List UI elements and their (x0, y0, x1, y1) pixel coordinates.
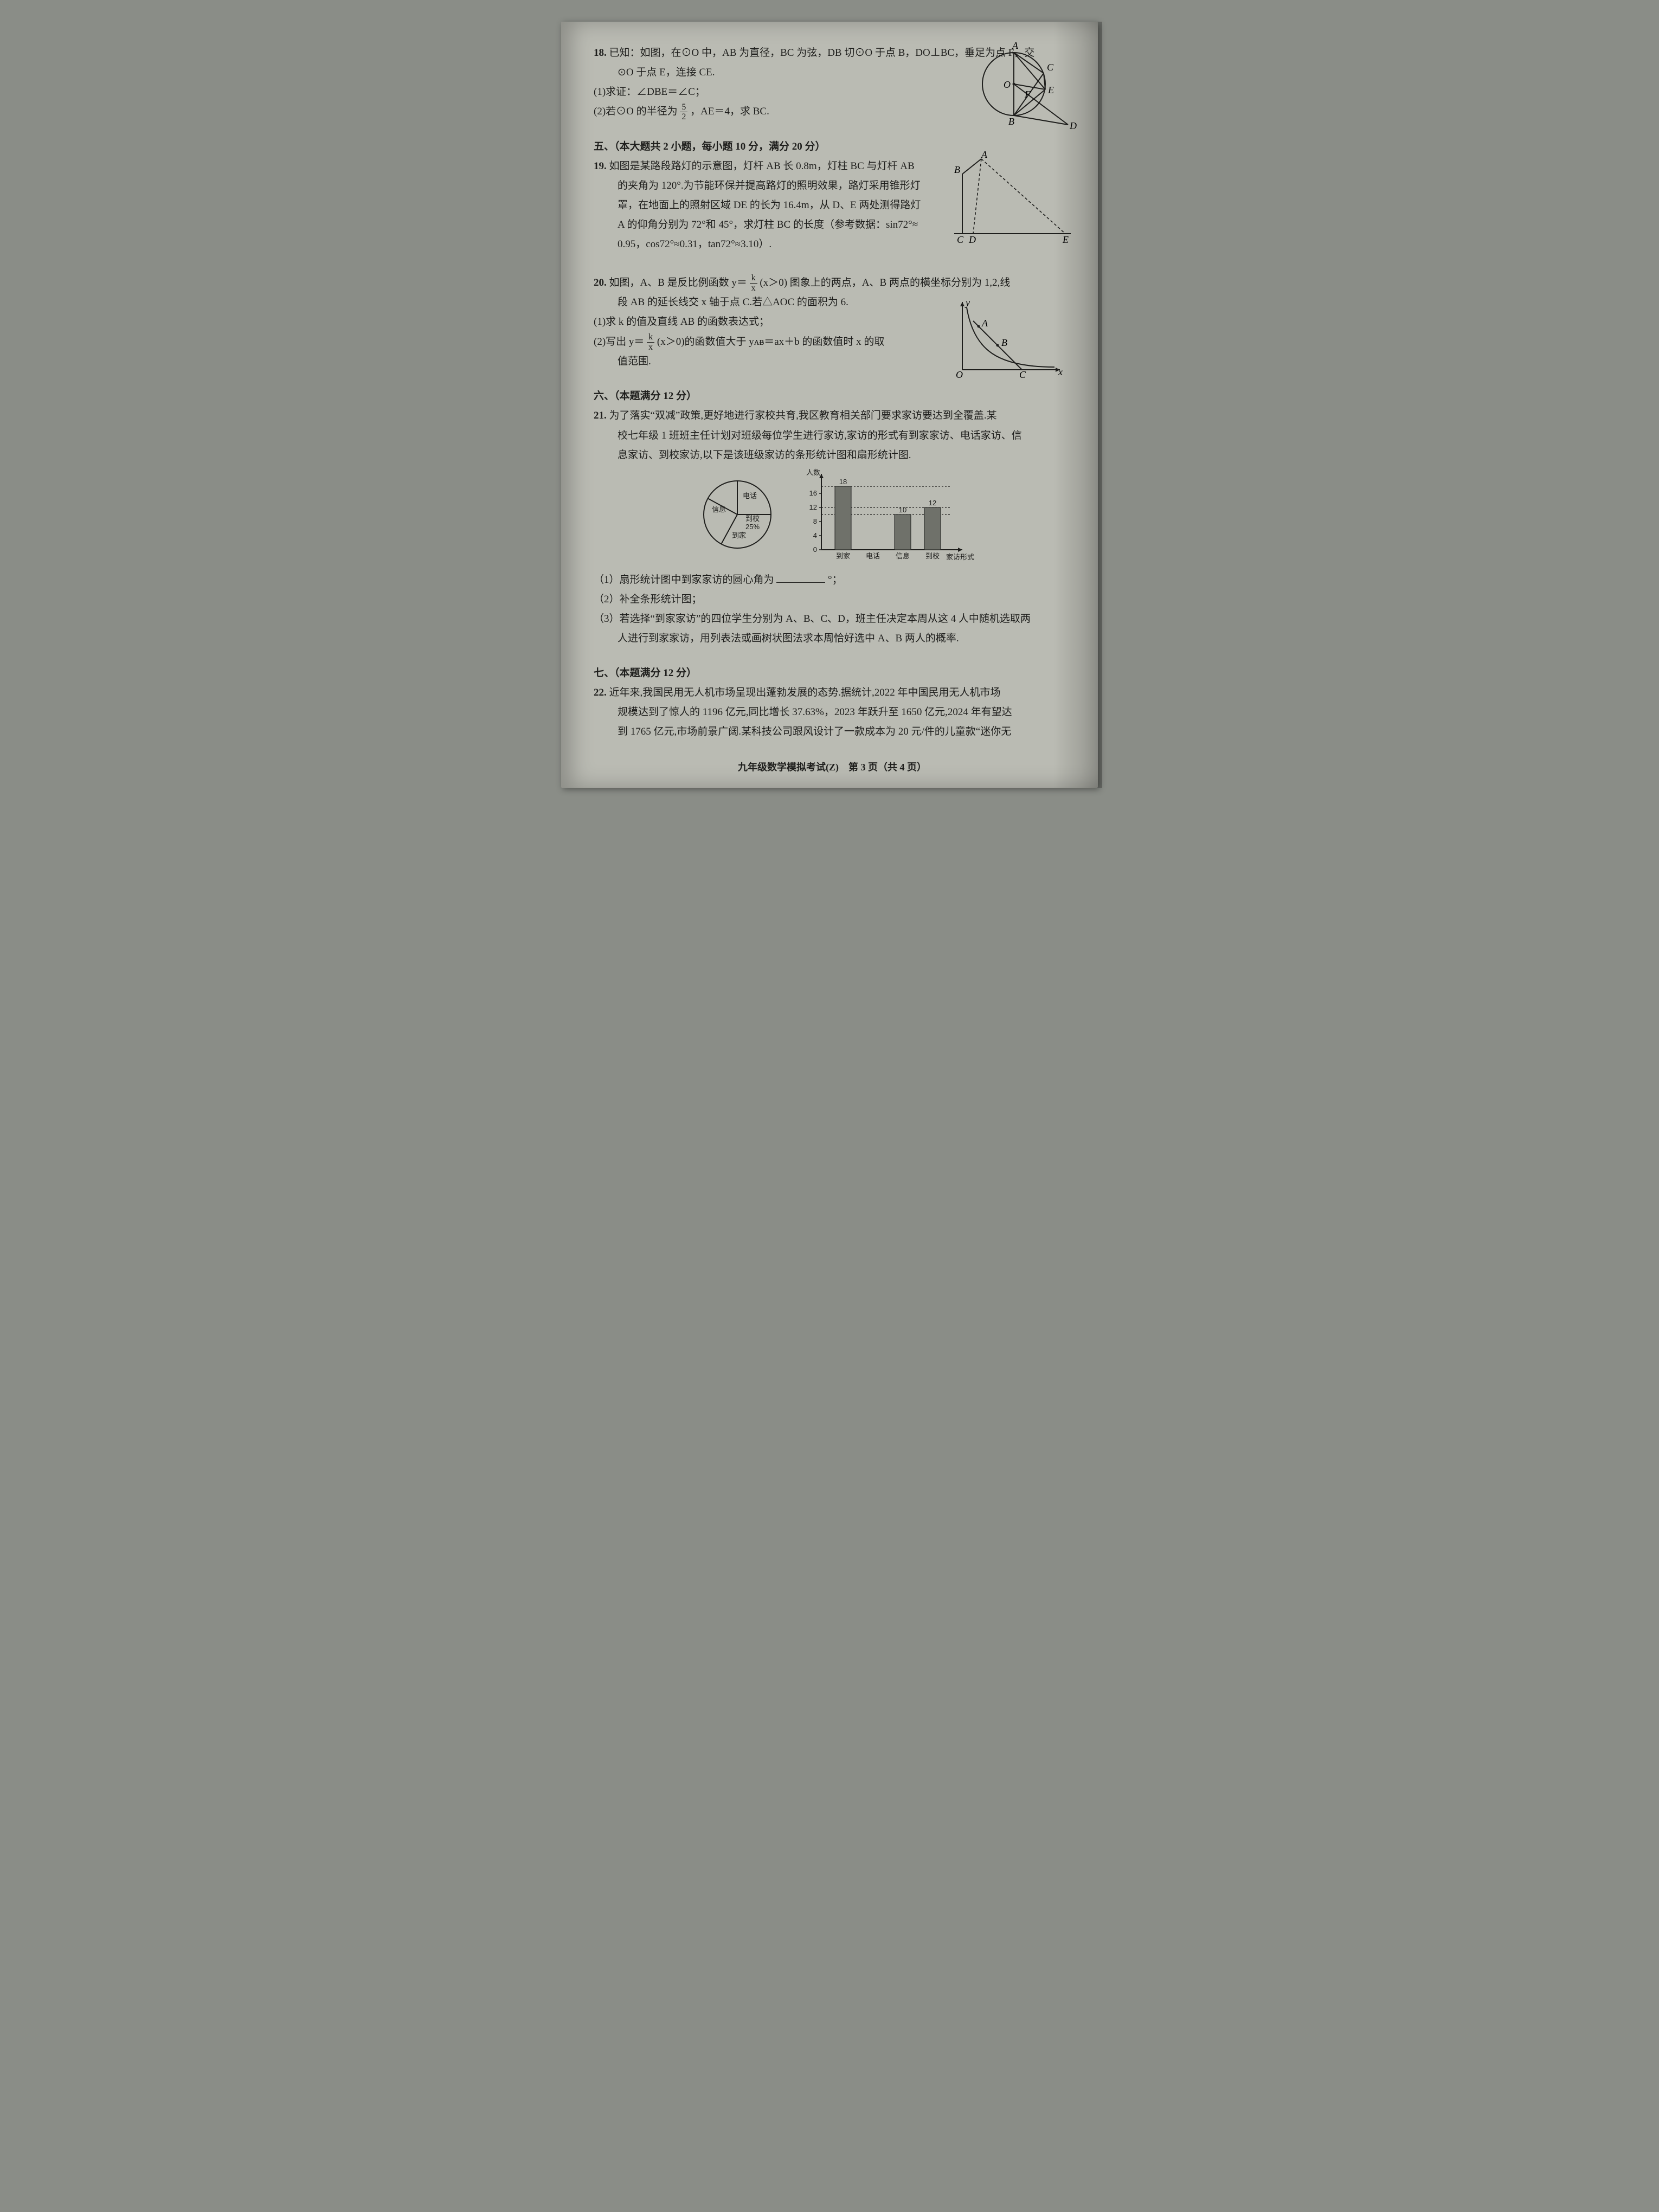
label-C: C (1019, 369, 1026, 380)
frac-den: 2 (680, 112, 687, 122)
exam-page: 18. 已知：如图，在⊙O 中，AB 为直径，BC 为弦，DB 切⊙O 于点 B… (561, 22, 1098, 788)
pie-slice-school: 到校 (745, 515, 760, 523)
blank-field[interactable] (776, 571, 825, 583)
page-footer: 九年级数学模拟考试(Z) 第 3 页（共 4 页） (594, 758, 1071, 776)
label-F: F (1024, 89, 1031, 100)
svg-text:12: 12 (929, 499, 936, 507)
q20-p2b: (x＞0)的函数值大于 yᴀᴃ＝ax＋b 的函数值时 x 的取 (657, 336, 884, 348)
q18-p2-b: ，AE＝4，求 BC. (690, 106, 769, 117)
frac-den: x (750, 284, 757, 293)
q21-charts: 电话 信息 到家 到校 25% 人数 家访形式 048121618到家电话10信… (594, 468, 1071, 566)
frac-num: k (750, 273, 757, 284)
q20-number: 20. (594, 277, 607, 288)
frac-num: 5 (680, 102, 687, 113)
q21-l3: 息家访、到校家访,以下是该班级家访的条形统计图和扇形统计图. (594, 446, 1071, 465)
label-A: A (981, 318, 988, 329)
lamp-diagram-icon: A B C D E (951, 152, 1076, 247)
pie-slice-phone: 电话 (743, 492, 757, 500)
bar-ylabel: 人数 (806, 468, 820, 477)
svg-text:10: 10 (899, 506, 906, 514)
q22-number: 22. (594, 687, 607, 698)
q19-figure: A B C D E (951, 152, 1076, 254)
label-A: A (981, 149, 988, 160)
pie-slice-home: 到家 (732, 531, 746, 539)
question-21: 21. 为了落实“双减”政策,更好地进行家校共育,我区教育相关部门要求家访要达到… (594, 406, 1071, 648)
label-B: B (954, 164, 960, 175)
label-E: E (1062, 234, 1069, 245)
bar-chart-icon: 人数 家访形式 0 4 8 12 16 18 到家 电话 10 信息 12 到校 (800, 468, 973, 566)
svg-text:到校: 到校 (925, 552, 940, 560)
label-O: O (1004, 79, 1011, 90)
pie-slice-school-pct: 25% (745, 523, 760, 531)
q21-p1b: °； (828, 574, 843, 586)
section-7-header: 七、（本题满分 12 分） (594, 664, 1071, 683)
pie-chart-icon: 电话 信息 到家 到校 25% (691, 468, 783, 555)
hyperbola-diagram-icon: A B C O x y (951, 299, 1065, 381)
label-E: E (1047, 85, 1054, 95)
svg-text:0: 0 (813, 545, 817, 554)
label-D: D (1069, 120, 1077, 131)
q21-p2: （2）补全条形统计图； (594, 590, 1071, 609)
q21-l1: 为了落实“双减”政策,更好地进行家校共育,我区教育相关部门要求家访要达到全覆盖.… (609, 410, 997, 421)
label-D: D (968, 234, 976, 245)
question-18: 18. 已知：如图，在⊙O 中，AB 为直径，BC 为弦，DB 切⊙O 于点 B… (594, 43, 1071, 122)
q22-l3: 到 1765 亿元,市场前景广阔.某科技公司跟风设计了一款成本为 20 元/件的… (594, 722, 1071, 742)
q21-p1a: （1）扇形统计图中到家家访的圆心角为 (594, 574, 774, 586)
q20-p2a: (2)写出 y＝ (594, 336, 644, 348)
q21-number: 21. (594, 410, 607, 421)
fraction-k-over-x: k x (750, 273, 757, 293)
q22-l2: 规模达到了惊人的 1196 亿元,同比增长 37.63%，2023 年跃升至 1… (594, 703, 1071, 722)
label-x: x (1058, 366, 1063, 377)
frac-den: x (647, 343, 654, 352)
q21-p1: （1）扇形统计图中到家家访的圆心角为 °； (594, 570, 1071, 590)
q18-figure: A B C D E F O (968, 38, 1076, 143)
fraction-5-over-2: 5 2 (680, 102, 687, 122)
svg-text:16: 16 (809, 489, 817, 497)
q20-l1b: (x＞0) 图象上的两点，A、B 两点的横坐标分别为 1,2,线 (760, 277, 1010, 288)
pie-slice-info: 信息 (712, 505, 726, 513)
q21-l2: 校七年级 1 班班主任计划对班级每位学生进行家访,家访的形式有到家家访、电话家访… (594, 426, 1071, 446)
question-19: 19. 如图是某路段路灯的示意图，灯杆 AB 长 0.8m，灯柱 BC 与灯杆 … (594, 157, 1071, 254)
svg-text:电话: 电话 (866, 552, 880, 560)
circle-diagram-icon: A B C D E F O (968, 38, 1076, 136)
svg-text:18: 18 (839, 478, 847, 486)
q22-line1: 22. 近年来,我国民用无人机市场呈现出蓬勃发展的态势.据统计,2022 年中国… (594, 683, 1071, 703)
section-6-header: 六、（本题满分 12 分） (594, 387, 1071, 406)
svg-text:到家: 到家 (836, 552, 850, 560)
q21-p3b: 人进行到家家访，用列表法或画树状图法求本周恰好选中 A、B 两人的概率. (594, 629, 1071, 648)
question-22: 22. 近年来,我国民用无人机市场呈现出蓬勃发展的态势.据统计,2022 年中国… (594, 683, 1071, 742)
bar-xlabel: 家访形式 (946, 553, 974, 561)
q20-line1: 20. 如图，A、B 是反比例函数 y＝ k x (x＞0) 图象上的两点，A、… (594, 273, 1071, 293)
svg-text:4: 4 (813, 531, 817, 539)
q20-l1a: 如图，A、B 是反比例函数 y＝ (609, 277, 747, 288)
svg-text:信息: 信息 (896, 552, 910, 560)
svg-text:12: 12 (809, 503, 817, 511)
q19-l1: 如图是某路段路灯的示意图，灯杆 AB 长 0.8m，灯柱 BC 与灯杆 AB (609, 160, 915, 172)
q18-number: 18. (594, 47, 607, 59)
fraction-k-over-x-2: k x (647, 332, 654, 352)
label-C: C (1047, 62, 1054, 73)
label-O: O (956, 369, 963, 380)
frac-num: k (647, 332, 654, 343)
q19-number: 19. (594, 160, 607, 172)
q18-p2-a: (2)若⊙O 的半径为 (594, 106, 678, 117)
q22-l1: 近年来,我国民用无人机市场呈现出蓬勃发展的态势.据统计,2022 年中国民用无人… (609, 687, 1001, 698)
q20-figure: A B C O x y (951, 299, 1065, 388)
label-B: B (1001, 337, 1007, 348)
label-B: B (1008, 116, 1014, 127)
svg-text:8: 8 (813, 517, 817, 525)
question-20: 20. 如图，A、B 是反比例函数 y＝ k x (x＞0) 图象上的两点，A、… (594, 273, 1071, 372)
q21-p3a: （3）若选择“到家家访”的四位学生分别为 A、B、C、D，班主任决定本周从这 4… (594, 609, 1071, 629)
label-A: A (1012, 40, 1019, 51)
q21-line1: 21. 为了落实“双减”政策,更好地进行家校共育,我区教育相关部门要求家访要达到… (594, 406, 1071, 426)
label-y: y (964, 297, 970, 308)
label-C: C (957, 234, 964, 245)
